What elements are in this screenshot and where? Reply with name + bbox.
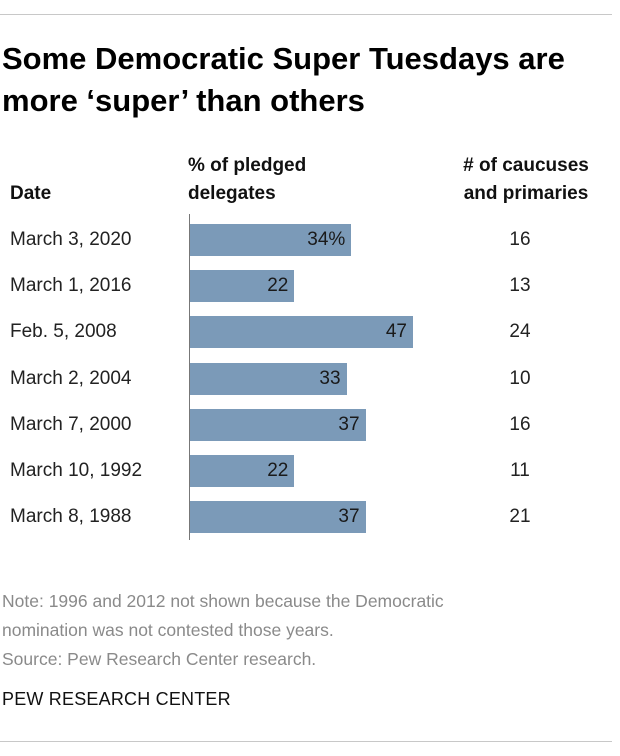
caucus-primary-count: 16 [509,229,531,250]
row-date-label: March 8, 1988 [10,506,132,528]
caucus-primary-count: 24 [509,321,531,343]
delegate-share-bar [190,362,347,395]
count-header-line-1: # of caucuses [463,155,589,176]
bar-value-label: 47 [385,321,407,343]
bar-value-label: 34% [307,229,346,250]
caucus-primary-count: 11 [510,460,530,481]
bar-value-label: 22 [267,275,289,297]
row-date-label: March 10, 1992 [10,460,143,481]
count-header-line-2: and primaries [463,183,589,204]
chart-notes: Note: 1996 and 2012 not shown because th… [2,587,612,674]
delegate-share-bar [190,270,295,303]
delegate-share-bar [190,408,366,441]
source-line: Source: Pew Research Center research. [2,649,317,669]
pct-delegates-column-header: % of pledged delegates [188,152,388,208]
row-date-label: March 3, 2020 [10,229,132,250]
bar-value-label: 33 [319,367,341,389]
caucus-primary-count: 16 [509,413,531,435]
row-date-label: March 2, 2004 [10,367,132,389]
bottom-rule [0,741,612,742]
delegate-share-bar [190,316,413,349]
pct-header-line-2: delegates [188,183,276,204]
bar-axis-line [189,214,190,540]
row-date-label: Feb. 5, 2008 [10,321,117,343]
bar-value-label: 37 [338,413,360,435]
row-date-label: March 7, 2000 [10,413,132,435]
delegate-share-bar [190,501,366,534]
caucus-primary-count: 21 [509,506,531,528]
top-rule [0,14,612,15]
note-line-2: nomination was not contested those years… [2,620,334,640]
caucus-primary-count: 13 [509,275,531,297]
bar-value-label: 37 [338,506,360,528]
delegate-share-bar [190,224,352,256]
brand-label: PEW RESEARCH CENTER [2,689,231,709]
bar-value-label: 22 [267,460,289,481]
caucuses-primaries-column-header: # of caucuses and primaries [440,152,612,208]
date-column-header: Date [10,183,52,204]
note-line-1: Note: 1996 and 2012 not shown because th… [2,591,444,611]
delegate-share-bar [190,455,295,487]
chart-title: Some Democratic Super Tuesdays are more … [2,41,565,118]
pct-header-line-1: % of pledged [188,155,307,176]
row-date-label: March 1, 2016 [10,275,132,297]
caucus-primary-count: 10 [509,367,531,389]
